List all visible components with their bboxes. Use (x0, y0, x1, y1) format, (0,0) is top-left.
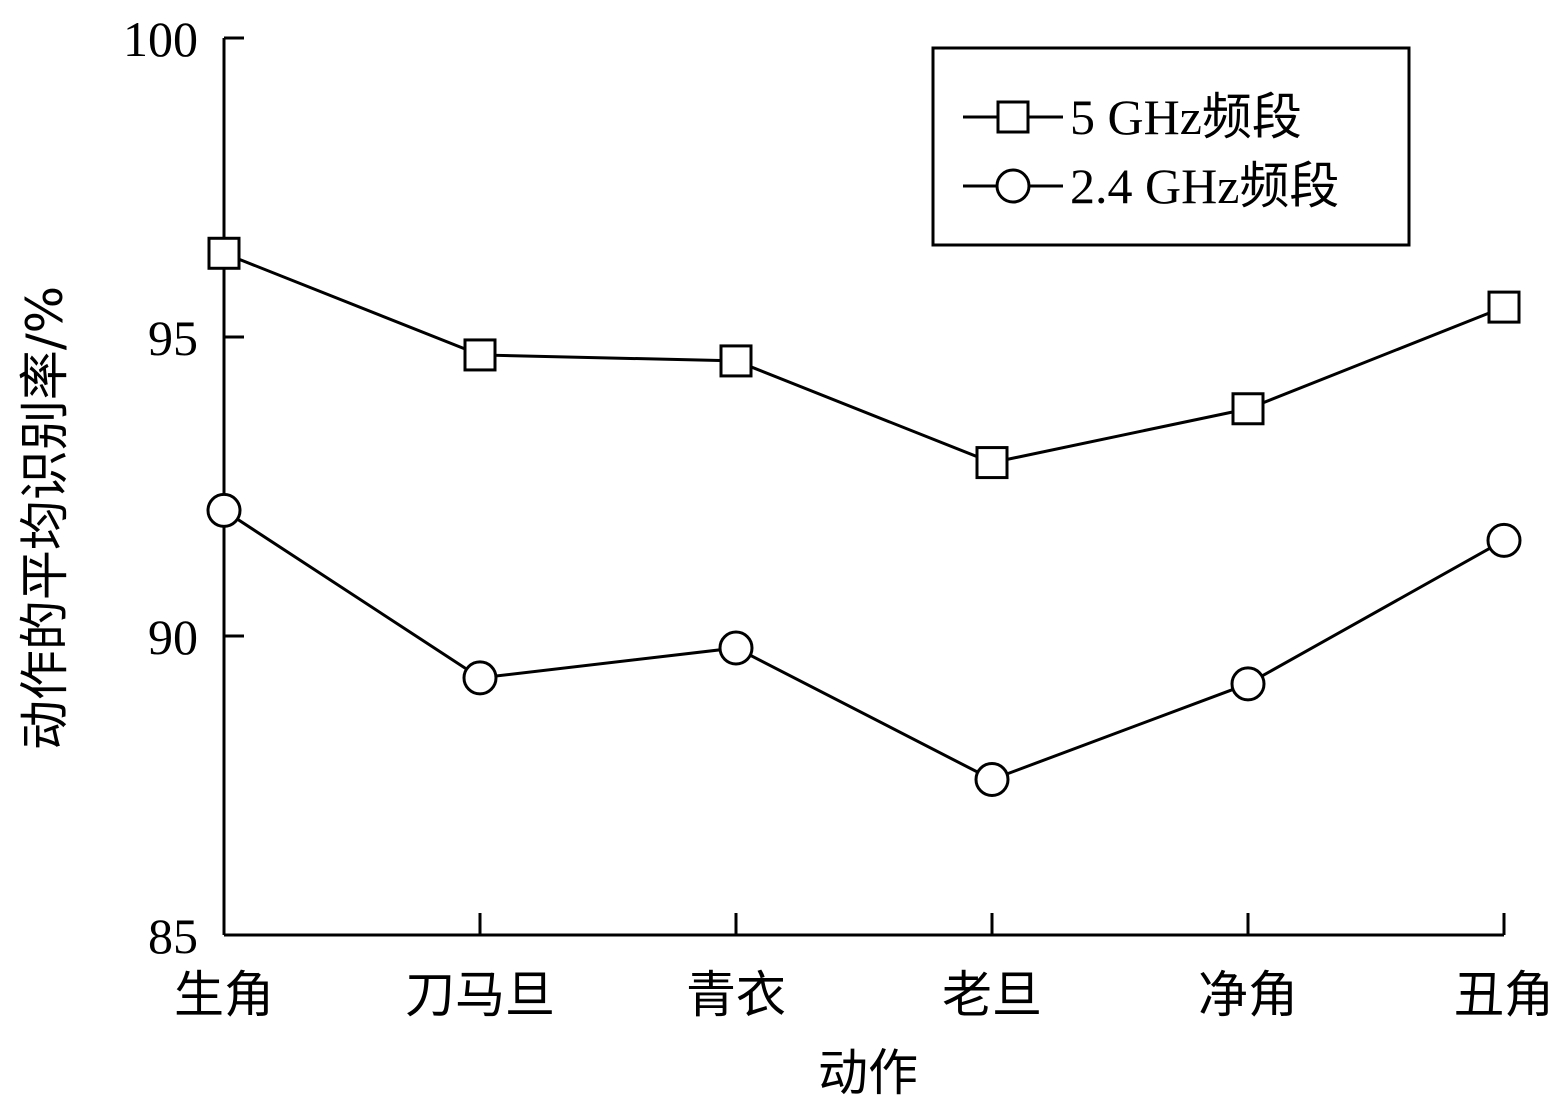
square-marker-point (719, 344, 753, 378)
y-tick-label: 95 (148, 310, 198, 366)
series-line-0 (223, 251, 1505, 465)
y-tick-label: 100 (123, 11, 198, 67)
x-tick-label: 净角 (1198, 966, 1298, 1024)
legend-box (931, 46, 1411, 247)
circle-marker-point (974, 762, 1010, 798)
legend-circle-marker (995, 168, 1031, 204)
legend-label-24ghz: 2.4 GHz频段 (1070, 158, 1339, 214)
series-layer (206, 236, 1522, 798)
x-tick-label: 老旦 (942, 966, 1042, 1024)
x-tick-label: 刀马旦 (405, 966, 555, 1024)
legend-square-marker (996, 100, 1030, 134)
square-marker-point (1487, 290, 1521, 324)
square-marker-point (463, 338, 497, 372)
y-tick-label: 90 (148, 609, 198, 665)
x-tick-label: 生角 (174, 966, 274, 1024)
circle-marker-point (718, 630, 754, 666)
plot-area: 85 90 95 100 生角 刀马旦 青衣 老旦 净角 丑角 (123, 11, 1554, 1024)
y-tick-label: 85 (148, 908, 198, 964)
y-axis-title: 动作的平均识别率/% (16, 286, 74, 750)
y-ticks: 85 90 95 100 (123, 11, 244, 964)
circle-marker-point (1486, 522, 1522, 558)
x-tick-label: 青衣 (686, 966, 786, 1024)
square-marker-point (975, 446, 1009, 480)
legend: 5 GHz频段 2.4 GHz频段 (931, 46, 1411, 247)
circle-marker-point (1230, 666, 1266, 702)
circle-marker-point (206, 492, 242, 528)
series-line-1 (223, 509, 1505, 782)
x-ticks: 生角 刀马旦 青衣 老旦 净角 丑角 (174, 913, 1554, 1024)
x-tick-label: 丑角 (1454, 966, 1554, 1024)
square-marker-point (1231, 392, 1265, 426)
x-axis-title: 动作 (818, 1044, 918, 1102)
square-marker-point (207, 236, 241, 270)
circle-marker-point (462, 660, 498, 696)
legend-label-5ghz: 5 GHz频段 (1070, 89, 1302, 145)
